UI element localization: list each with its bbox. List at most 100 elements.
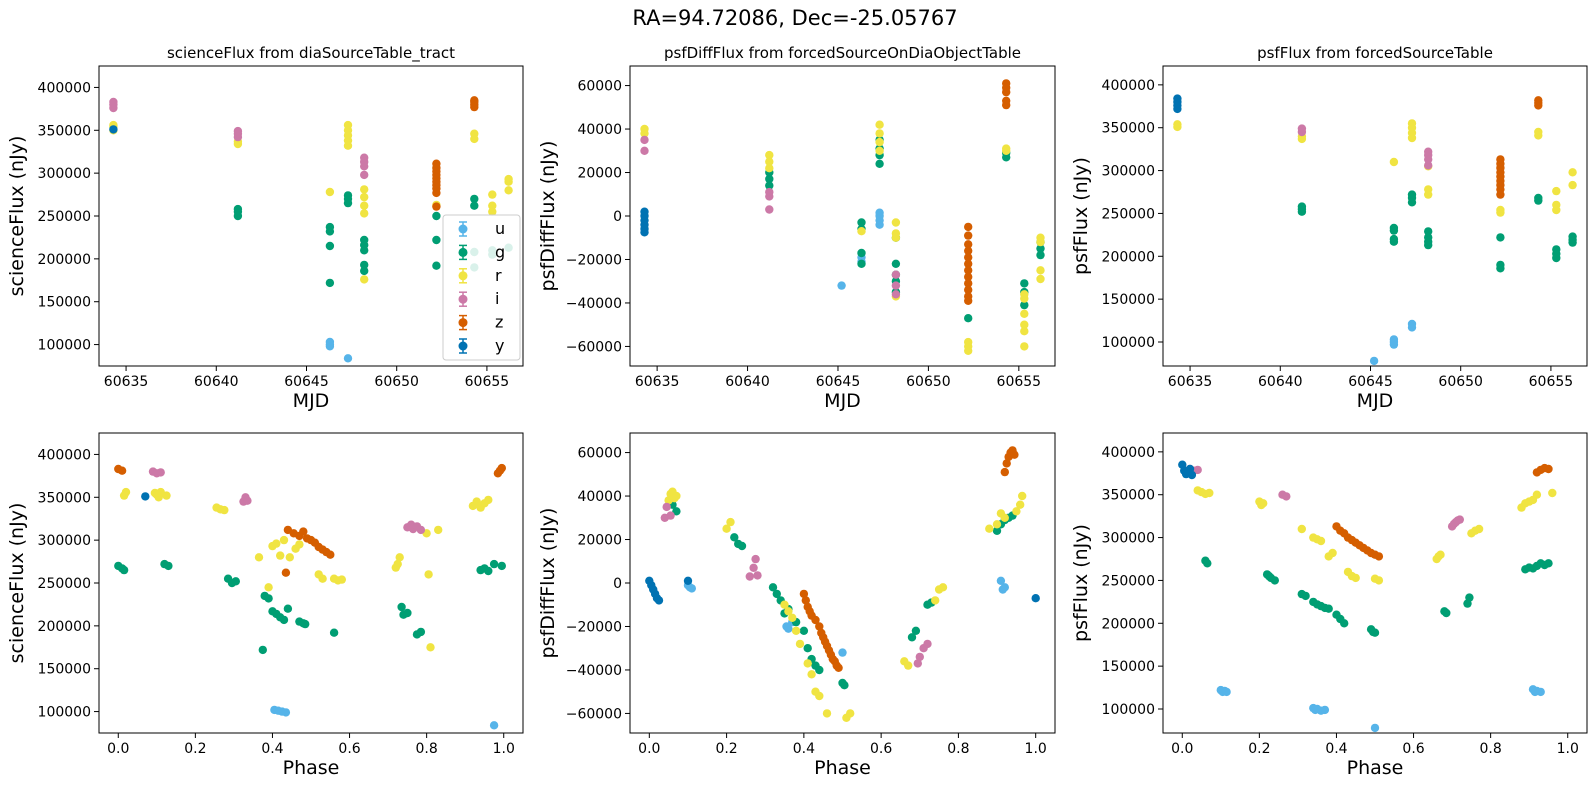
data-point-g bbox=[1534, 193, 1543, 203]
data-point-r bbox=[780, 600, 789, 609]
data-point-r bbox=[1020, 327, 1029, 336]
data-point-i bbox=[749, 563, 758, 572]
x-tick-label: 60640 bbox=[194, 374, 239, 390]
y-tick-label: 200000 bbox=[38, 252, 91, 268]
data-point-r bbox=[1012, 507, 1021, 516]
y-tick-label: 60000 bbox=[577, 446, 622, 462]
data-point-r bbox=[279, 535, 289, 545]
data-point-g bbox=[231, 577, 240, 586]
data-point-z bbox=[815, 622, 824, 631]
y-axis-label: psfFlux (nJy) bbox=[1070, 524, 1092, 642]
data-point-r bbox=[822, 709, 832, 718]
data-point-r bbox=[1020, 309, 1029, 318]
data-point-g bbox=[397, 602, 406, 612]
data-point-r bbox=[875, 146, 884, 155]
x-axis-label: Phase bbox=[1347, 757, 1404, 779]
data-point-r bbox=[254, 553, 264, 562]
legend-label-y: y bbox=[495, 336, 504, 355]
y-tick-label: 0 bbox=[613, 576, 622, 592]
data-point-i bbox=[109, 97, 118, 107]
data-point-g bbox=[1297, 202, 1307, 211]
data-point-r bbox=[803, 659, 812, 668]
data-point-g bbox=[489, 559, 499, 569]
data-point-g bbox=[730, 533, 739, 542]
subplot-4: 0.0 0.2 0.4 0.6 0.8 1.0 100000 150000 200000 2500… bbox=[6, 432, 524, 779]
data-point-r bbox=[964, 346, 973, 355]
data-point-z bbox=[1002, 459, 1011, 468]
data-point-r bbox=[938, 583, 948, 592]
data-point-r bbox=[1552, 200, 1561, 210]
data-point-g bbox=[484, 566, 493, 576]
data-point-r bbox=[426, 643, 435, 652]
legend-label-u: u bbox=[495, 219, 505, 238]
data-point-u bbox=[343, 354, 353, 363]
x-axis-label: MJD bbox=[1357, 390, 1394, 412]
data-point-g bbox=[907, 633, 917, 642]
x-axis-label: MJD bbox=[824, 390, 861, 412]
data-point-g bbox=[1301, 591, 1310, 601]
data-point-g bbox=[497, 561, 506, 571]
data-point-i bbox=[666, 511, 675, 520]
data-point-i bbox=[891, 290, 901, 299]
data-point-r bbox=[1374, 576, 1384, 585]
data-point-r bbox=[470, 129, 479, 138]
data-point-r bbox=[1351, 573, 1360, 583]
data-point-r bbox=[985, 524, 994, 533]
data-point-r bbox=[220, 505, 229, 515]
x-tick-label: 0.8 bbox=[947, 741, 969, 757]
y-tick-label: 250000 bbox=[1102, 206, 1155, 222]
axes-frame bbox=[629, 65, 1056, 367]
data-point-r bbox=[1316, 536, 1326, 546]
data-point-r bbox=[722, 524, 731, 533]
data-point-r bbox=[1424, 185, 1433, 194]
data-point-g bbox=[875, 159, 884, 168]
data-point-r bbox=[765, 157, 774, 166]
data-point-r bbox=[1474, 524, 1484, 534]
data-point-z bbox=[801, 596, 810, 605]
y-tick-label: 350000 bbox=[38, 490, 91, 506]
data-point-g bbox=[840, 681, 849, 690]
data-point-g bbox=[857, 218, 866, 227]
x-axis-label: MJD bbox=[293, 390, 330, 412]
data-point-r bbox=[504, 174, 513, 184]
data-point-z bbox=[964, 222, 973, 232]
data-point-z bbox=[1002, 96, 1011, 106]
subplot-3: 60635 60640 60645 60650 60655 100000 150000 200… bbox=[1070, 44, 1588, 412]
data-point-z bbox=[470, 96, 479, 105]
data-point-r bbox=[1534, 127, 1543, 137]
data-point-g bbox=[772, 589, 781, 599]
data-point-g bbox=[233, 204, 243, 214]
x-tick-label: 1.0 bbox=[1557, 741, 1579, 757]
data-point-g bbox=[470, 201, 479, 210]
data-point-g bbox=[992, 526, 1002, 535]
data-point-r bbox=[875, 129, 884, 138]
subplot-2: 60635 60640 60645 60650 60655 −60000 −40000 −20… bbox=[537, 44, 1056, 412]
y-tick-label: 250000 bbox=[38, 209, 91, 225]
data-point-i bbox=[745, 572, 754, 581]
data-point-i bbox=[765, 187, 774, 197]
x-tick-label: 60635 bbox=[104, 374, 149, 390]
x-tick-label: 60650 bbox=[906, 374, 951, 390]
y-tick-label: −60000 bbox=[566, 339, 622, 355]
data-point-z bbox=[964, 259, 973, 268]
y-tick-label: 200000 bbox=[1102, 249, 1155, 265]
y-tick-label: 40000 bbox=[577, 489, 622, 505]
data-point-u bbox=[837, 281, 846, 290]
x-tick-label: 60640 bbox=[725, 374, 770, 390]
y-tick-label: −60000 bbox=[566, 706, 622, 722]
data-point-z bbox=[432, 202, 441, 211]
data-point-g bbox=[283, 604, 293, 613]
y-tick-label: −20000 bbox=[566, 252, 622, 268]
data-point-r bbox=[1496, 205, 1505, 215]
data-point-z bbox=[1496, 155, 1505, 164]
legend-marker-i bbox=[458, 294, 468, 304]
data-point-g bbox=[1424, 227, 1433, 236]
subplot-5: 0.0 0.2 0.4 0.6 0.8 1.0 −60000 −40000 −20000 0 200… bbox=[537, 432, 1056, 779]
data-point-r bbox=[343, 120, 353, 130]
y-tick-label: 100000 bbox=[38, 338, 91, 354]
y-tick-label: 350000 bbox=[38, 123, 91, 139]
data-point-g bbox=[1389, 234, 1399, 244]
data-point-r bbox=[276, 551, 285, 560]
figure-suptitle: RA=94.72086, Dec=-25.05767 bbox=[632, 6, 958, 30]
data-point-i bbox=[640, 135, 649, 145]
